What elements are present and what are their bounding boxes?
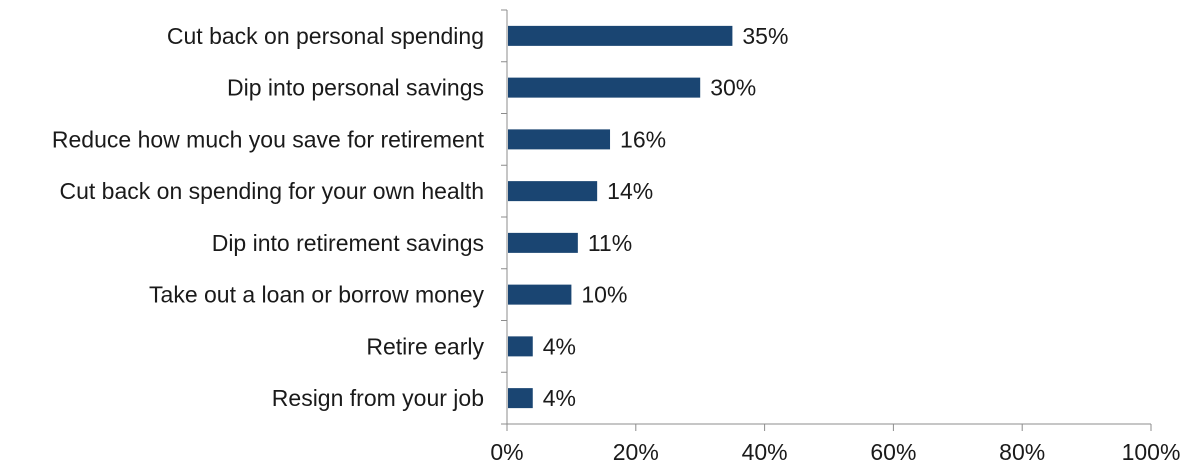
bar — [508, 129, 611, 150]
x-tick-label: 60% — [870, 439, 916, 465]
data-label: 4% — [543, 385, 576, 411]
category-label: Reduce how much you save for retirement — [52, 126, 485, 152]
data-label: 35% — [742, 23, 788, 49]
category-label: Resign from your job — [272, 385, 484, 411]
data-label: 16% — [620, 126, 666, 152]
data-label: 10% — [581, 282, 627, 308]
bar — [508, 77, 701, 98]
x-tick-label: 80% — [999, 439, 1045, 465]
bar — [508, 284, 572, 305]
data-label: 14% — [607, 178, 653, 204]
category-label: Cut back on spending for your own health — [60, 178, 485, 204]
x-tick-label: 0% — [490, 439, 523, 465]
category-label: Cut back on personal spending — [167, 23, 484, 49]
bar — [508, 388, 533, 409]
bar — [508, 232, 578, 253]
category-label: Take out a loan or borrow money — [149, 282, 484, 308]
data-label: 11% — [588, 230, 632, 256]
category-label: Dip into retirement savings — [212, 230, 484, 256]
x-tick-label: 20% — [613, 439, 659, 465]
data-label: 30% — [710, 75, 756, 101]
x-tick-label: 100% — [1122, 439, 1181, 465]
category-label: Dip into personal savings — [227, 75, 484, 101]
x-tick-label: 40% — [742, 439, 788, 465]
bars-layer — [508, 25, 733, 409]
axis-layer: 0% 20% 40% 60% 80% 100% — [490, 9, 1181, 465]
bar — [508, 181, 598, 202]
category-label: Retire early — [366, 333, 484, 359]
data-label: 4% — [543, 333, 576, 359]
bar — [508, 336, 533, 357]
bar — [508, 25, 733, 46]
labels-layer: Cut back on personal spending 35% Dip into… — [52, 23, 789, 411]
